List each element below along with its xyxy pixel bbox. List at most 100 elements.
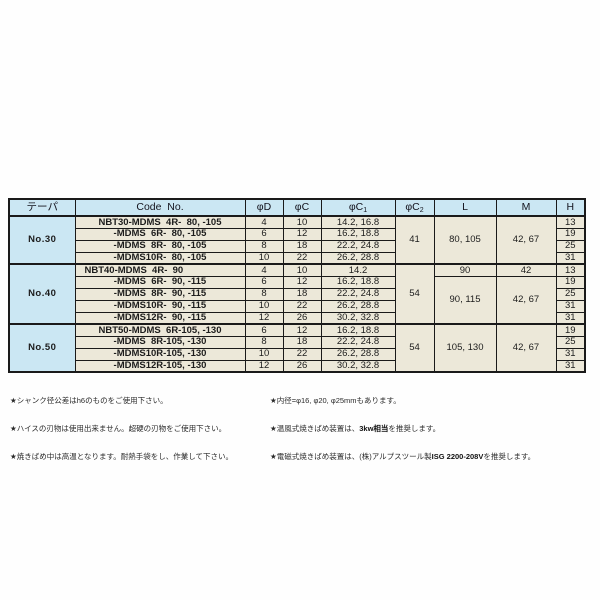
phi-d-cell: 10 bbox=[244, 251, 284, 265]
code-cell: -MDMS 8R- 90, -115 bbox=[74, 287, 246, 301]
table-row: -MDMS 8R-105, -130 8 18 22.2, 24.8 25 bbox=[9, 335, 586, 349]
m-cell: 42, 67 bbox=[495, 323, 557, 373]
l-cell: 90, 115 bbox=[433, 275, 497, 325]
table-row: -MDMS 8R- 90, -115 8 18 22.2, 24.8 25 bbox=[9, 287, 586, 301]
table-row: -MDMS12R-105, -130 12 26 30.2, 32.8 31 bbox=[9, 359, 586, 373]
code-cell: NBT40-MDMS 4R- 90 bbox=[74, 263, 246, 277]
code-cell: -MDMS 8R- 80, -105 bbox=[74, 239, 246, 253]
footnote-line: ★焼きばめ中は高温となります。耐熱手袋をし、作業して下さい。 bbox=[10, 452, 234, 462]
code-cell: -MDMS10R-105, -130 bbox=[74, 347, 246, 361]
code-cell: -MDMS 8R-105, -130 bbox=[74, 335, 246, 349]
m-cell: 42, 67 bbox=[495, 215, 557, 265]
table-row: -MDMS10R- 80, -105 10 22 26.2, 28.8 31 bbox=[9, 251, 586, 265]
m-cell: 42 bbox=[495, 263, 557, 277]
code-cell: NBT50-MDMS 6R-105, -130 bbox=[74, 323, 246, 337]
phi-d-cell: 12 bbox=[244, 359, 284, 373]
table-row: No.50 NBT50-MDMS 6R-105, -130 6 12 16.2,… bbox=[8, 323, 586, 373]
phi-c-cell: 10 bbox=[282, 263, 322, 277]
phi-c1-cell: 26.2, 28.8 bbox=[320, 299, 396, 313]
phi-c-cell: 22 bbox=[282, 347, 322, 361]
h-cell: 13 bbox=[555, 263, 586, 277]
phi-c-cell: 26 bbox=[282, 359, 322, 373]
code-cell: -MDMS 6R- 90, -115 bbox=[74, 275, 246, 289]
code-cell: -MDMS10R- 80, -105 bbox=[74, 251, 246, 265]
phi-c1-cell: 26.2, 28.8 bbox=[320, 251, 396, 265]
table-row: -MDMS 6R- 90, -115 6 12 16.2, 18.8 90, 1… bbox=[9, 275, 586, 325]
code-cell: -MDMS 6R- 80, -105 bbox=[74, 227, 246, 241]
h-cell: 19 bbox=[555, 275, 586, 289]
phi-c-cell: 12 bbox=[282, 227, 322, 241]
phi-c-cell: 18 bbox=[282, 239, 322, 253]
phi-c-cell: 10 bbox=[282, 215, 322, 229]
header-taper: テーパ bbox=[8, 198, 76, 217]
h-cell: 31 bbox=[555, 251, 586, 265]
table-row: No.40 NBT40-MDMS 4R- 90 4 10 14.2 54 90 … bbox=[8, 263, 586, 325]
phi-d-cell: 6 bbox=[244, 275, 284, 289]
code-cell: -MDMS12R-105, -130 bbox=[74, 359, 246, 373]
phi-c1-cell: 22.2, 24.8 bbox=[320, 239, 396, 253]
footnote-text: を推奨します。 bbox=[388, 424, 441, 434]
l-cell: 90 bbox=[433, 263, 497, 277]
footnote-line: ★シャンク径公差はh6のものをご使用下さい。 bbox=[10, 395, 168, 405]
phi-c-cell: 22 bbox=[282, 251, 322, 265]
phi-c1-cell: 30.2, 32.8 bbox=[320, 311, 396, 325]
spec-table: テーパ Code No. φD φC φC1 φC2 L M H No.30 N… bbox=[8, 198, 586, 373]
footnote-line: ★ハイスの刃物は使用出来ません。超硬の刃物をご使用下さい。 bbox=[10, 424, 227, 434]
h-cell: 19 bbox=[555, 227, 586, 241]
phi-c2-cell: 54 bbox=[394, 323, 435, 373]
phi-c-cell: 12 bbox=[282, 323, 322, 337]
table-row: No.30 NBT30-MDMS 4R- 80, -105 4 10 14.2,… bbox=[8, 215, 586, 265]
footnote-text: ★温風式焼きばめ装置は、 bbox=[270, 424, 360, 434]
table-row: -MDMS 6R- 80, -105 6 12 16.2, 18.8 19 bbox=[9, 227, 586, 241]
h-cell: 19 bbox=[555, 323, 586, 337]
phi-c-cell: 12 bbox=[282, 275, 322, 289]
taper-cell-no30: No.30 bbox=[8, 215, 76, 265]
taper-cell-no50: No.50 bbox=[8, 323, 76, 373]
h-cell: 13 bbox=[555, 215, 586, 229]
footnotes-left: ★シャンク径公差はh6のものをご使用下さい。 ★ハイスの刃物は使用出来ません。超… bbox=[10, 377, 233, 480]
footnote-line: ★温風式焼きばめ装置は、3kw相当を推奨します。 bbox=[270, 424, 535, 433]
phi-d-cell: 8 bbox=[244, 335, 284, 349]
phi-c1-base: φC bbox=[348, 200, 364, 213]
footnote-line: ★内径=φ16, φ20, φ25mmもあります。 bbox=[270, 395, 401, 405]
footnote-line: ★電磁式焼きばめ装置は、(株)アルプスツール製ISG 2200-208Vを推奨し… bbox=[270, 452, 535, 461]
footnote-text: ★電磁式焼きばめ装置は、(株)アルプスツール製 bbox=[270, 452, 432, 462]
phi-d-cell: 12 bbox=[244, 311, 284, 325]
h-cell: 31 bbox=[555, 347, 586, 361]
phi-c-cell: 18 bbox=[282, 287, 322, 301]
phi-c1-cell: 22.2, 24.8 bbox=[320, 287, 396, 301]
footnote-text: を推奨します。 bbox=[483, 452, 536, 462]
footnote-bold-text: ISG 2200-208V bbox=[431, 452, 484, 462]
header-phi-d: φD bbox=[244, 198, 284, 217]
phi-c-cell: 26 bbox=[282, 311, 322, 325]
header-m: M bbox=[495, 198, 557, 217]
phi-d-cell: 8 bbox=[244, 239, 284, 253]
h-cell: 31 bbox=[555, 311, 586, 325]
table-row: -MDMS12R- 90, -115 12 26 30.2, 32.8 31 bbox=[9, 311, 586, 325]
phi-c2-cell: 54 bbox=[394, 263, 435, 325]
h-cell: 25 bbox=[555, 239, 586, 253]
header-phi-c: φC bbox=[282, 198, 322, 217]
header-phi-c2: φC2 bbox=[394, 198, 435, 217]
phi-d-cell: 4 bbox=[244, 215, 284, 229]
phi-d-cell: 10 bbox=[244, 299, 284, 313]
h-cell: 25 bbox=[555, 335, 586, 349]
code-cell: -MDMS10R- 90, -115 bbox=[74, 299, 246, 313]
footnotes-right: ★内径=φ16, φ20, φ25mmもあります。 ★温風式焼きばめ装置は、3k… bbox=[270, 377, 535, 480]
phi-c1-cell: 16.2, 18.8 bbox=[320, 323, 396, 337]
phi-c1-cell: 14.2 bbox=[320, 263, 396, 277]
footnote-bold-text: 3kw相当 bbox=[359, 424, 389, 434]
l-cell: 105, 130 bbox=[433, 323, 497, 373]
m-cell: 42, 67 bbox=[495, 275, 557, 325]
phi-d-cell: 6 bbox=[244, 323, 284, 337]
phi-c1-cell: 30.2, 32.8 bbox=[320, 359, 396, 373]
l-cell: 80, 105 bbox=[433, 215, 497, 265]
phi-d-cell: 6 bbox=[244, 227, 284, 241]
h-cell: 31 bbox=[555, 359, 586, 373]
header-row: テーパ Code No. φD φC φC1 φC2 L M H bbox=[8, 198, 586, 217]
header-l: L bbox=[433, 198, 497, 217]
phi-c1-cell: 14.2, 16.8 bbox=[320, 215, 396, 229]
phi-d-cell: 4 bbox=[244, 263, 284, 277]
code-cell: -MDMS12R- 90, -115 bbox=[74, 311, 246, 325]
